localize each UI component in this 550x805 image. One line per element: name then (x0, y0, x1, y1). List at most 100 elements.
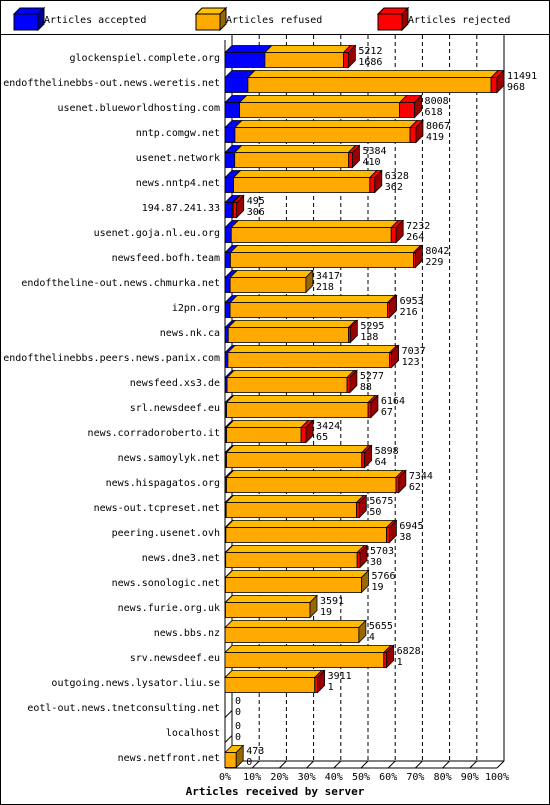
bar-side (414, 244, 423, 269)
tick-mark (333, 760, 342, 769)
bar-segment (229, 277, 307, 293)
category-label: usenet.network (136, 153, 220, 164)
total-label: 7037 (402, 346, 426, 357)
bar-top (224, 670, 323, 678)
category-label: usenet.goja.nl.eu.org (94, 228, 220, 239)
bar-segment (224, 677, 316, 693)
accepted-label: 0 (235, 732, 241, 743)
total-label: 7344 (409, 471, 433, 482)
bar-top (232, 170, 378, 178)
category-label: localhost (166, 728, 220, 739)
bar-segment (343, 52, 349, 68)
category-label: peering.usenet.ovh (112, 528, 220, 539)
bar-top (225, 445, 370, 453)
accepted-label: 123 (402, 357, 420, 368)
bar-side (349, 369, 358, 394)
bar-segment (234, 152, 349, 168)
bar-side (347, 44, 356, 69)
category-label: news.bbs.nz (154, 628, 220, 639)
total-label: 495 (247, 196, 265, 207)
x-tick-label: 10% (243, 772, 261, 783)
bar-segment (346, 377, 351, 393)
bar-side (352, 144, 360, 169)
bar-segment (264, 52, 344, 68)
bar-segment (224, 627, 360, 643)
total-label: 8008 (425, 96, 449, 107)
total-label: 5675 (369, 496, 393, 507)
accepted-label: 67 (381, 407, 393, 418)
bar-segment (229, 302, 389, 318)
accepted-label: 1 (397, 657, 403, 668)
bar-segment (224, 752, 237, 768)
tick-mark (415, 760, 423, 769)
bar-side (414, 94, 422, 119)
total-label: 6945 (399, 521, 423, 532)
bar-segment (227, 352, 391, 368)
bar-segment (224, 152, 236, 168)
bar-top (225, 470, 404, 478)
bar-segment (224, 327, 229, 343)
bar-top (224, 45, 273, 53)
bar-segment (233, 177, 371, 193)
bar-top (229, 245, 422, 253)
category-label: news.samoylyk.net (118, 453, 220, 464)
total-label: 7232 (406, 221, 430, 232)
bar-empty (224, 735, 233, 743)
category-label: newsfeed.xs3.de (130, 378, 220, 389)
tick-mark (360, 760, 369, 769)
bar-empty (224, 710, 233, 718)
category-label: endofthelinebbs-out.news.weretis.net (3, 78, 220, 89)
bar-segment (409, 127, 417, 143)
tick-mark (251, 760, 260, 769)
bar-side (395, 219, 404, 244)
bar-segment (224, 52, 266, 68)
bar-top (227, 320, 357, 328)
total-label: 8042 (425, 246, 449, 257)
bar-top (225, 420, 310, 428)
accepted-label: 138 (360, 332, 378, 343)
bar-side (358, 494, 367, 519)
bar-side (317, 669, 325, 694)
x-tick-label: 70% (406, 772, 424, 783)
bar-top (233, 145, 357, 153)
bar-top (225, 395, 377, 403)
tick-mark (387, 760, 396, 769)
accepted-label: 618 (425, 107, 443, 118)
bar-segment (224, 252, 231, 268)
bar-top (224, 645, 392, 653)
total-label: 6828 (397, 646, 421, 657)
category-label: endofthelinebbs.peers.news.panix.com (3, 353, 220, 364)
bar-segment (490, 77, 498, 93)
category-label: news.furie.org.uk (118, 603, 220, 614)
total-label: 3417 (316, 271, 340, 282)
bar-segment (386, 527, 390, 543)
bar-side (364, 444, 373, 469)
bar-side (349, 319, 358, 344)
total-label: 5277 (360, 371, 384, 382)
bar-side (305, 419, 314, 444)
category-label: newsfeed.bofh.team (112, 253, 220, 264)
category-label: eotl-out.news.tnetconsulting.net (27, 703, 220, 714)
total-label: 6328 (385, 171, 409, 182)
bar-segment (361, 452, 366, 468)
bar-top (229, 295, 396, 303)
accepted-label: 1686 (358, 57, 382, 68)
accepted-label: 64 (375, 457, 387, 468)
bar-segment (226, 452, 363, 468)
x-tick-label: 60% (379, 772, 397, 783)
bar-side (496, 69, 505, 94)
bar-side (361, 569, 369, 594)
bar-segment (239, 102, 401, 118)
bar-side (235, 744, 244, 769)
x-tick-label: 50% (352, 772, 370, 783)
accepted-label: 229 (425, 257, 443, 268)
x-tick-label: 30% (298, 772, 316, 783)
bar-side (236, 194, 245, 219)
bar-segment (356, 502, 360, 518)
bar-segment (224, 177, 234, 193)
bar-segment (369, 177, 376, 193)
bar-top (246, 70, 500, 78)
bar-side (415, 119, 424, 144)
total-label: 11491 (507, 71, 537, 82)
bar-segment (247, 77, 492, 93)
